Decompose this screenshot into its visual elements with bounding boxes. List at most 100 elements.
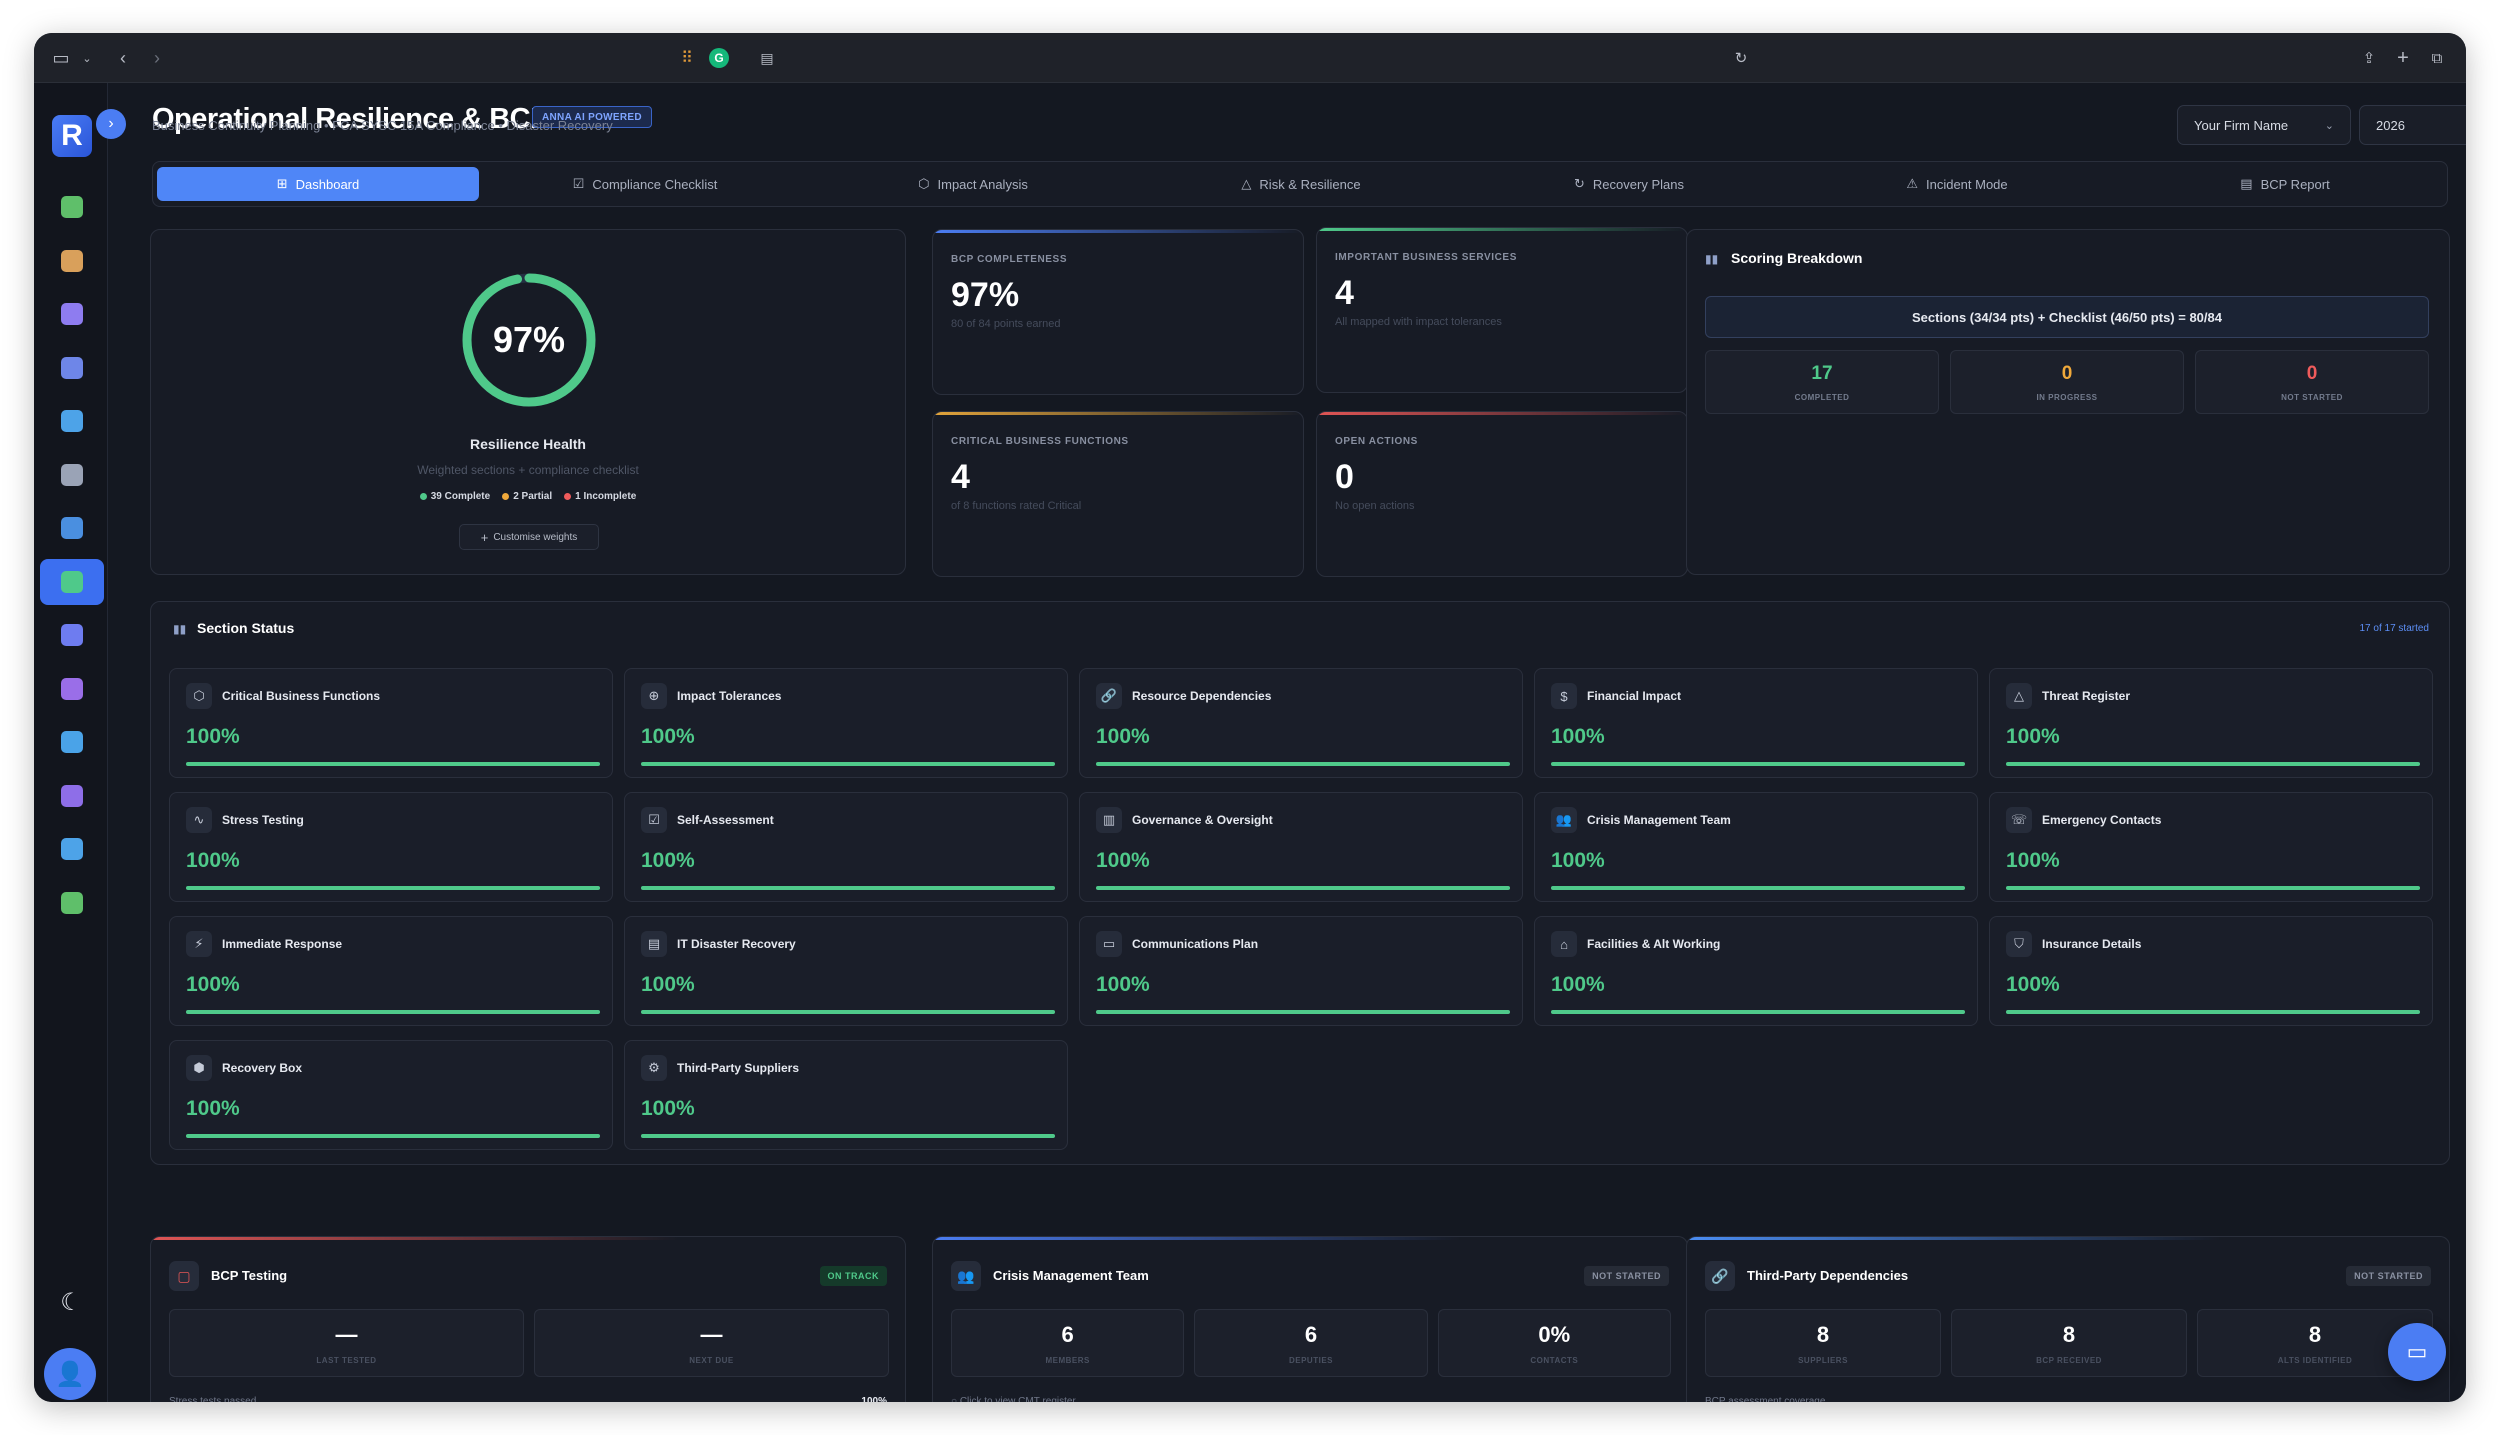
section-progress-bar	[1096, 886, 1510, 890]
tab-risk-resilience[interactable]: △ Risk & Resilience	[1137, 167, 1465, 201]
sidebar-item-shield[interactable]	[40, 345, 104, 391]
section-progress-fill	[1551, 1010, 1965, 1014]
chat-button[interactable]: ▭	[2388, 1323, 2446, 1381]
health-title: Resilience Health	[470, 436, 586, 452]
back-icon[interactable]: ‹	[120, 47, 126, 68]
section-tile-recovery-box[interactable]: ⬢ Recovery Box 100%	[169, 1040, 613, 1150]
section-progress-fill	[641, 886, 1055, 890]
customise-weights-button[interactable]: + Customise weights	[459, 524, 599, 550]
section-percent: 100%	[186, 973, 240, 996]
section-icon: 👥	[1551, 807, 1577, 833]
sidebar-toggle-icon[interactable]: ▭	[52, 47, 70, 68]
sidebar-item-building[interactable]	[40, 238, 104, 284]
user-avatar[interactable]: 👤	[44, 1348, 96, 1400]
metric-label: ALTS IDENTIFIED	[2277, 1356, 2353, 1365]
sidebar-item-users[interactable]	[40, 291, 104, 337]
section-percent: 100%	[1551, 849, 1605, 872]
apps-grid-icon[interactable]: ⠿	[681, 50, 693, 67]
summary-card-crisis-management-team[interactable]: 👥 Crisis Management Team NOT STARTED 6 MEMBE…	[932, 1236, 1688, 1402]
section-tile-stress-testing[interactable]: ∿ Stress Testing 100%	[169, 792, 613, 902]
stat-accent	[1317, 412, 1687, 415]
sidebar-item-resilience-shield[interactable]	[40, 558, 104, 605]
section-tile-third-party-suppliers[interactable]: ⚙ Third-Party Suppliers 100%	[624, 1040, 1068, 1150]
tab-impact-analysis[interactable]: ⬡ Impact Analysis	[809, 167, 1137, 201]
section-percent: 100%	[1551, 973, 1605, 996]
page-title: Operational Resilience & BCP	[152, 103, 549, 135]
sidebar-item-lock-shield[interactable]	[40, 719, 104, 765]
grammarly-icon[interactable]: G	[706, 45, 732, 71]
tab-label: BCP Report	[2260, 176, 2330, 192]
card-footer-value: 100%	[861, 1396, 887, 1402]
metric-value: 8	[2308, 1322, 2322, 1347]
section-tile-emergency-contacts[interactable]: ☏ Emergency Contacts 100%	[1989, 792, 2433, 902]
section-tile-resource-dependencies[interactable]: 🔗 Resource Dependencies 100%	[1079, 668, 1523, 778]
metric-box: 6 MEMBERS	[951, 1309, 1185, 1377]
section-progress-bar	[641, 1010, 1055, 1014]
section-tile-communications-plan[interactable]: ▭ Communications Plan 100%	[1079, 916, 1523, 1026]
section-status-title: Section Status	[197, 620, 295, 636]
section-tile-threat-register[interactable]: △ Threat Register 100%	[1989, 668, 2433, 778]
new-tab-icon[interactable]: +	[2397, 46, 2409, 69]
section-tile-impact-tolerances[interactable]: ⊕ Impact Tolerances 100%	[624, 668, 1068, 778]
shield-icon	[61, 356, 83, 379]
card-title: BCP Testing	[211, 1268, 288, 1283]
expand-sidebar-button[interactable]: ›	[96, 109, 126, 139]
stat-card-important-business-services: IMPORTANT BUSINESS SERVICES 4 All mapped w…	[1316, 227, 1688, 393]
section-tile-financial-impact[interactable]: $ Financial Impact 100%	[1534, 668, 1978, 778]
card-footer-label[interactable]: ○ Click to view CMT register	[951, 1396, 1076, 1402]
sidebar-item-message[interactable]	[40, 880, 104, 926]
sidebar-item-chart[interactable]	[40, 398, 104, 444]
address-bar[interactable]	[754, 43, 1784, 73]
sidebar-item-list[interactable]	[40, 773, 104, 819]
section-tile-governance-oversight[interactable]: ▥ Governance & Oversight 100%	[1079, 792, 1523, 902]
tab-label: Compliance Checklist	[592, 176, 718, 192]
section-name: Resource Dependencies	[1132, 689, 1272, 703]
firm-select[interactable]: Your Firm Name ⌄	[2177, 105, 2351, 145]
tab-bcp-report[interactable]: ▤ BCP Report	[2121, 167, 2449, 201]
section-tile-crisis-management-team[interactable]: 👥 Crisis Management Team 100%	[1534, 792, 1978, 902]
legend-label: 1 Incomplete	[575, 491, 637, 502]
stat-value: 4	[951, 458, 970, 496]
chevron-down-icon[interactable]: ⌄	[82, 52, 92, 65]
legend-dot	[564, 492, 572, 500]
section-icon: $	[1551, 683, 1577, 709]
card-title: Third-Party Dependencies	[1747, 1268, 1909, 1283]
sidebar-item-target[interactable]	[40, 612, 104, 658]
metric-value: —	[335, 1322, 358, 1347]
section-tile-critical-business-functions[interactable]: ⬡ Critical Business Functions 100%	[169, 668, 613, 778]
sidebar-item-news[interactable]	[40, 452, 104, 498]
section-percent: 100%	[2006, 973, 2060, 996]
sidebar-item-report[interactable]	[40, 826, 104, 872]
year-select[interactable]: 2026 ⌄	[2359, 105, 2466, 145]
moon-icon[interactable]: ☾	[60, 1288, 82, 1316]
reload-icon[interactable]: ↻	[1734, 50, 1748, 67]
tab-recovery-plans[interactable]: ↻ Recovery Plans	[1465, 167, 1793, 201]
summary-card-third-party-dependencies[interactable]: 🔗 Third-Party Dependencies NOT STARTED 8 SUP…	[1686, 1236, 2450, 1402]
scoring-label: IN PROGRESS	[2036, 393, 2098, 402]
sidebar-item-calendar[interactable]	[40, 666, 104, 712]
tabs-overview-icon[interactable]: ⧉	[2431, 49, 2443, 67]
section-icon: ⬢	[186, 1055, 212, 1081]
section-progress-fill	[186, 1134, 600, 1138]
section-tile-immediate-response[interactable]: ⚡ Immediate Response 100%	[169, 916, 613, 1026]
sidebar-item-monitor[interactable]	[40, 505, 104, 551]
summary-card-bcp-testing[interactable]: ▢ BCP Testing ON TRACK — LAST TESTED — NEXT DU…	[150, 1236, 906, 1402]
section-percent: 100%	[186, 849, 240, 872]
share-icon[interactable]: ⇪	[2362, 50, 2376, 67]
page-settings-icon[interactable]: ▤	[760, 49, 774, 66]
forward-icon[interactable]: ›	[154, 47, 160, 68]
section-name: Crisis Management Team	[1587, 813, 1731, 827]
section-tile-insurance-details[interactable]: ⛉ Insurance Details 100%	[1989, 916, 2433, 1026]
section-tile-self-assessment[interactable]: ☑ Self-Assessment 100%	[624, 792, 1068, 902]
tab-compliance-checklist[interactable]: ☑ Compliance Checklist	[481, 167, 809, 201]
section-progress-bar	[2006, 1010, 2420, 1014]
sidebar-item-notes[interactable]	[40, 184, 104, 230]
metric-box: 8 BCP RECEIVED	[1951, 1309, 2187, 1377]
section-progress-bar	[186, 762, 600, 766]
metric-value: 6	[1304, 1322, 1318, 1347]
section-tile-facilities-alt-working[interactable]: ⌂ Facilities & Alt Working 100%	[1534, 916, 1978, 1026]
tab-dashboard[interactable]: ⊞ Dashboard	[157, 167, 479, 201]
app-logo[interactable]: R	[52, 115, 92, 157]
section-tile-it-disaster-recovery[interactable]: ▤ IT Disaster Recovery 100%	[624, 916, 1068, 1026]
tab-incident-mode[interactable]: ⚠ Incident Mode	[1793, 167, 2121, 201]
